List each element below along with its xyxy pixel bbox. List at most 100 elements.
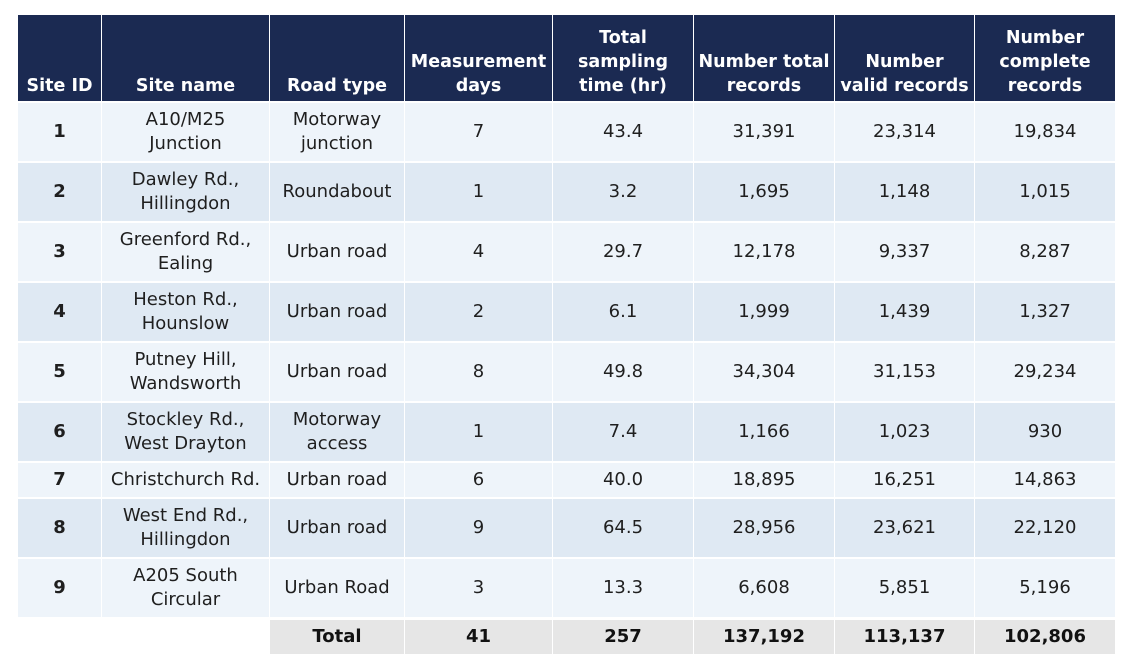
- table-header-row: Site ID Site name Road type Measurement …: [18, 15, 1115, 101]
- cell-sampling-time: 6.1: [553, 281, 694, 341]
- header-site-id: Site ID: [18, 15, 102, 101]
- table-row: 4 Heston Rd., Hounslow Urban road 2 6.1 …: [18, 281, 1115, 341]
- table-row: 5 Putney Hill, Wandsworth Urban road 8 4…: [18, 341, 1115, 401]
- cell-measurement-days: 4: [405, 221, 553, 281]
- cell-total-records: 34,304: [694, 341, 835, 401]
- cell-complete-records: 14,863: [975, 461, 1115, 497]
- cell-valid-records: 1,148: [835, 161, 975, 221]
- cell-road-type: Roundabout: [270, 161, 405, 221]
- cell-sampling-time: 3.2: [553, 161, 694, 221]
- cell-measurement-days: 2: [405, 281, 553, 341]
- cell-valid-records: 9,337: [835, 221, 975, 281]
- cell-road-type: Urban road: [270, 221, 405, 281]
- cell-site-name: Greenford Rd., Ealing: [102, 221, 270, 281]
- total-total-records: 137,192: [694, 617, 835, 654]
- cell-measurement-days: 8: [405, 341, 553, 401]
- cell-complete-records: 1,327: [975, 281, 1115, 341]
- total-blank-cell: [102, 617, 270, 654]
- header-number-valid-records: Number valid records: [835, 15, 975, 101]
- cell-site-id: 1: [18, 101, 102, 161]
- cell-site-name: A205 South Circular: [102, 557, 270, 617]
- table-row: 9 A205 South Circular Urban Road 3 13.3 …: [18, 557, 1115, 617]
- cell-sampling-time: 64.5: [553, 497, 694, 557]
- cell-site-id: 2: [18, 161, 102, 221]
- cell-site-name: Christchurch Rd.: [102, 461, 270, 497]
- cell-complete-records: 930: [975, 401, 1115, 461]
- header-number-total-records: Number total records: [694, 15, 835, 101]
- cell-site-id: 9: [18, 557, 102, 617]
- table-row: 3 Greenford Rd., Ealing Urban road 4 29.…: [18, 221, 1115, 281]
- total-row: Total 41 257 137,192 113,137 102,806: [18, 617, 1115, 654]
- table-row: 8 West End Rd., Hillingdon Urban road 9 …: [18, 497, 1115, 557]
- cell-measurement-days: 7: [405, 101, 553, 161]
- total-measurement-days: 41: [405, 617, 553, 654]
- header-total-sampling-time: Total sampling time (hr): [553, 15, 694, 101]
- cell-site-id: 4: [18, 281, 102, 341]
- header-road-type: Road type: [270, 15, 405, 101]
- cell-total-records: 12,178: [694, 221, 835, 281]
- table-row: 7 Christchurch Rd. Urban road 6 40.0 18,…: [18, 461, 1115, 497]
- total-sampling-time: 257: [553, 617, 694, 654]
- site-summary-table-container: Site ID Site name Road type Measurement …: [18, 15, 1115, 654]
- cell-sampling-time: 13.3: [553, 557, 694, 617]
- cell-road-type: Urban Road: [270, 557, 405, 617]
- cell-site-name: Dawley Rd., Hillingdon: [102, 161, 270, 221]
- cell-road-type: Urban road: [270, 461, 405, 497]
- cell-measurement-days: 1: [405, 401, 553, 461]
- cell-valid-records: 16,251: [835, 461, 975, 497]
- cell-complete-records: 8,287: [975, 221, 1115, 281]
- table-row: 6 Stockley Rd., West Drayton Motorway ac…: [18, 401, 1115, 461]
- cell-sampling-time: 43.4: [553, 101, 694, 161]
- table-row: 1 A10/M25 Junction Motorway junction 7 4…: [18, 101, 1115, 161]
- cell-complete-records: 19,834: [975, 101, 1115, 161]
- cell-site-id: 3: [18, 221, 102, 281]
- cell-sampling-time: 49.8: [553, 341, 694, 401]
- cell-total-records: 1,166: [694, 401, 835, 461]
- cell-measurement-days: 1: [405, 161, 553, 221]
- cell-site-id: 8: [18, 497, 102, 557]
- total-blank-cell: [18, 617, 102, 654]
- header-number-complete-records: Number complete records: [975, 15, 1115, 101]
- cell-total-records: 18,895: [694, 461, 835, 497]
- table-row: 2 Dawley Rd., Hillingdon Roundabout 1 3.…: [18, 161, 1115, 221]
- site-summary-table: Site ID Site name Road type Measurement …: [18, 15, 1115, 654]
- cell-site-name: Heston Rd., Hounslow: [102, 281, 270, 341]
- cell-sampling-time: 40.0: [553, 461, 694, 497]
- cell-complete-records: 5,196: [975, 557, 1115, 617]
- cell-road-type: Urban road: [270, 497, 405, 557]
- cell-complete-records: 22,120: [975, 497, 1115, 557]
- cell-site-name: Putney Hill, Wandsworth: [102, 341, 270, 401]
- total-label: Total: [270, 617, 405, 654]
- cell-valid-records: 5,851: [835, 557, 975, 617]
- cell-total-records: 28,956: [694, 497, 835, 557]
- cell-valid-records: 23,621: [835, 497, 975, 557]
- cell-valid-records: 23,314: [835, 101, 975, 161]
- cell-total-records: 6,608: [694, 557, 835, 617]
- cell-site-id: 7: [18, 461, 102, 497]
- cell-total-records: 1,999: [694, 281, 835, 341]
- total-complete-records: 102,806: [975, 617, 1115, 654]
- cell-sampling-time: 29.7: [553, 221, 694, 281]
- total-valid-records: 113,137: [835, 617, 975, 654]
- cell-total-records: 31,391: [694, 101, 835, 161]
- cell-sampling-time: 7.4: [553, 401, 694, 461]
- cell-valid-records: 31,153: [835, 341, 975, 401]
- cell-measurement-days: 9: [405, 497, 553, 557]
- cell-complete-records: 29,234: [975, 341, 1115, 401]
- cell-site-id: 5: [18, 341, 102, 401]
- cell-measurement-days: 3: [405, 557, 553, 617]
- cell-valid-records: 1,439: [835, 281, 975, 341]
- cell-complete-records: 1,015: [975, 161, 1115, 221]
- cell-road-type: Motorway access: [270, 401, 405, 461]
- cell-road-type: Motorway junction: [270, 101, 405, 161]
- cell-site-name: West End Rd., Hillingdon: [102, 497, 270, 557]
- cell-site-name: A10/M25 Junction: [102, 101, 270, 161]
- header-site-name: Site name: [102, 15, 270, 101]
- cell-total-records: 1,695: [694, 161, 835, 221]
- cell-road-type: Urban road: [270, 281, 405, 341]
- cell-measurement-days: 6: [405, 461, 553, 497]
- header-measurement-days: Measurement days: [405, 15, 553, 101]
- cell-valid-records: 1,023: [835, 401, 975, 461]
- cell-site-name: Stockley Rd., West Drayton: [102, 401, 270, 461]
- cell-site-id: 6: [18, 401, 102, 461]
